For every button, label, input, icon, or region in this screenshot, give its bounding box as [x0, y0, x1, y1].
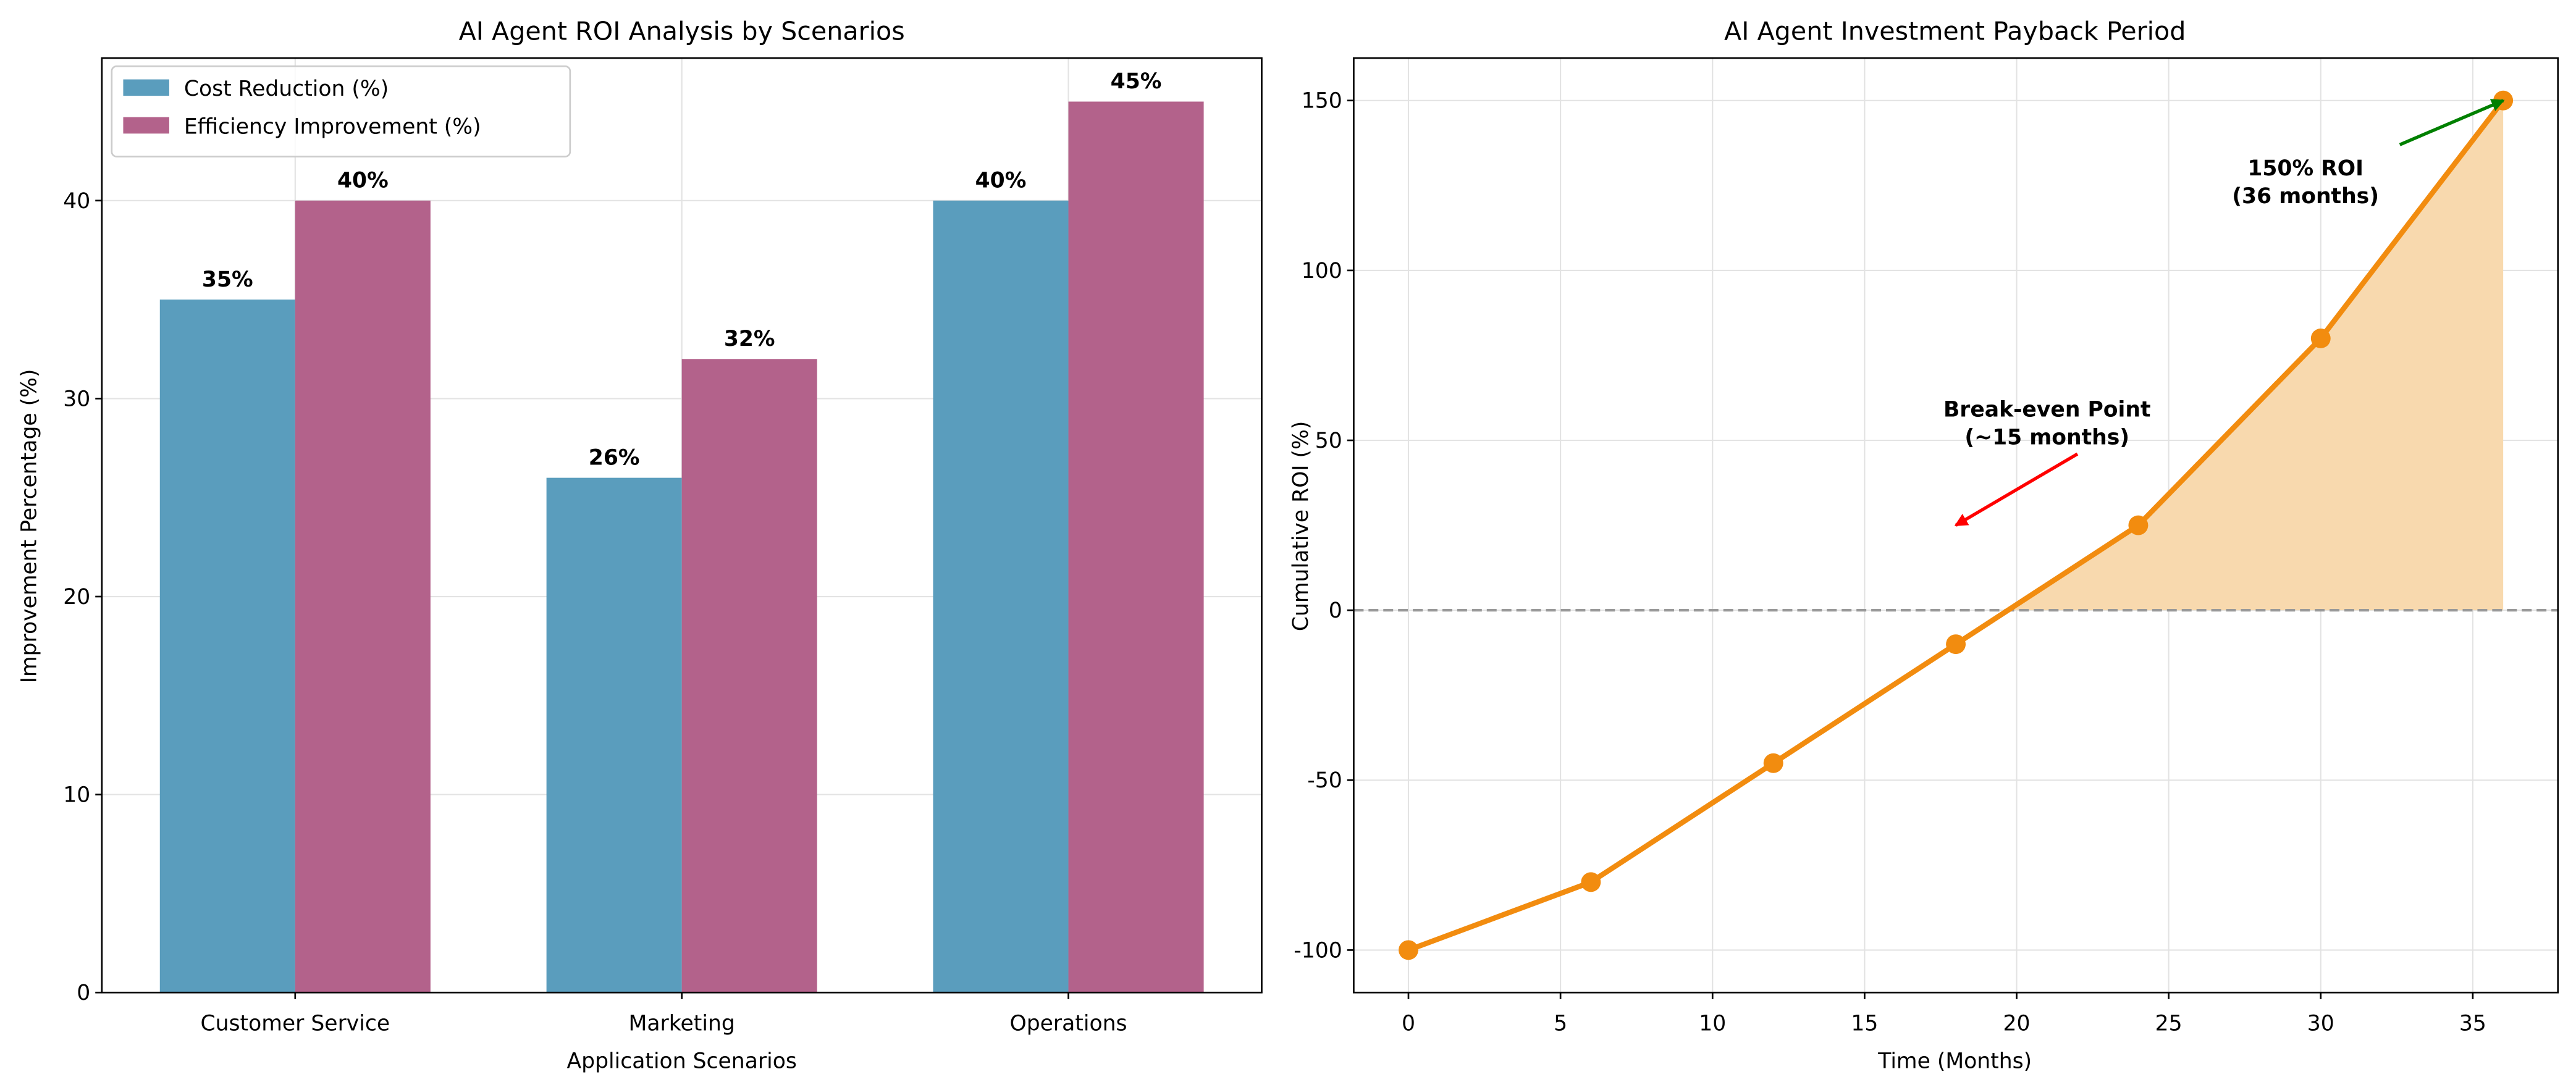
- y-tick-label: 150: [1302, 89, 1342, 114]
- bar-value-label: 26%: [589, 445, 640, 470]
- positive-roi-area: [2008, 100, 2504, 611]
- roi-point: [2128, 515, 2149, 535]
- x-tick-label: 25: [2155, 1011, 2182, 1036]
- y-tick-label: 0: [1329, 598, 1342, 623]
- legend-swatch-cost-reduction: [123, 79, 169, 96]
- bar-efficiency-improvement: [295, 200, 431, 993]
- roi-point: [1581, 872, 1601, 892]
- x-tick-label: Marketing: [629, 1011, 735, 1036]
- bar-efficiency-improvement: [681, 359, 817, 993]
- annotation-arrow: [1954, 452, 2079, 527]
- x-tick-label: 20: [2003, 1011, 2031, 1036]
- y-tick-label: 10: [63, 783, 90, 808]
- y-tick-label: 50: [1315, 429, 1342, 453]
- x-tick-label: 5: [1554, 1011, 1567, 1036]
- y-tick-label: 40: [63, 189, 90, 214]
- roi-point: [1946, 634, 1966, 655]
- legend-label-cost-reduction: Cost Reduction (%): [184, 77, 389, 101]
- line-chart-xlabel: Time (Months): [1877, 1049, 2032, 1074]
- x-tick-label: Customer Service: [201, 1011, 390, 1036]
- bar-cost-reduction: [933, 200, 1069, 993]
- bar-value-label: 40%: [337, 169, 389, 193]
- bar-chart-xlabel: Application Scenarios: [566, 1049, 796, 1074]
- bar-cost-reduction: [159, 300, 295, 993]
- annotation-arrow: [2399, 99, 2505, 146]
- bar-value-label: 40%: [975, 169, 1027, 193]
- legend-swatch-efficiency-improvement: [123, 117, 169, 134]
- bar-value-label: 45%: [1111, 69, 1162, 94]
- bar-cost-reduction: [546, 477, 682, 993]
- bar-efficiency-improvement: [1068, 101, 1204, 993]
- payback-line-chart: AI Agent Investment Payback Period -100 -…: [1289, 17, 2559, 1074]
- x-tick-label: 10: [1699, 1011, 1726, 1036]
- x-tick-label: 15: [1851, 1011, 1878, 1036]
- roi-bar-chart: AI Agent ROI Analysis by Scenarios 35% 26…: [17, 17, 1263, 1074]
- y-tick-label: -100: [1294, 938, 1342, 963]
- legend-frame: [111, 65, 571, 157]
- y-tick-label: 100: [1302, 259, 1342, 283]
- bar-value-label: 32%: [724, 327, 775, 351]
- annotation-text: (~15 months): [1964, 426, 2129, 450]
- legend-label-efficiency-improvement: Efficiency Improvement (%): [184, 114, 481, 139]
- roi-point: [1763, 753, 1783, 773]
- y-tick-label: -50: [1307, 768, 1342, 793]
- bar-chart-legend: Cost Reduction (%) Efficiency Improvemen…: [111, 65, 571, 157]
- annotation-text: (36 months): [2232, 184, 2379, 209]
- bar-value-label: 35%: [202, 267, 253, 292]
- roi-point: [1399, 940, 1418, 960]
- annotation-text: Break-even Point: [1943, 398, 2151, 422]
- x-tick-label: 30: [2307, 1011, 2334, 1036]
- x-tick-label: Operations: [1010, 1011, 1127, 1036]
- y-tick-label: 0: [77, 981, 90, 1005]
- annotation-text: 150% ROI: [2247, 156, 2363, 181]
- y-tick-label: 30: [63, 387, 90, 411]
- y-tick-label: 20: [63, 585, 90, 610]
- line-chart-axes-frame: [1353, 57, 2559, 994]
- roi-point: [2310, 328, 2331, 348]
- line-chart-ylabel: Cumulative ROI (%): [1289, 421, 1313, 631]
- x-tick-label: 35: [2459, 1011, 2486, 1036]
- line-chart-title: AI Agent Investment Payback Period: [1724, 17, 2186, 46]
- x-tick-label: 0: [1402, 1011, 1415, 1036]
- bar-chart-title: AI Agent ROI Analysis by Scenarios: [459, 17, 905, 46]
- bar-chart-ylabel: Improvement Percentage (%): [17, 369, 42, 684]
